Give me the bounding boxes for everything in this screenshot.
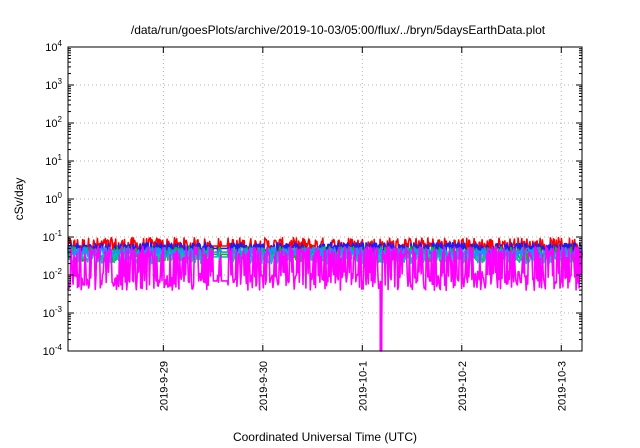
x-tick-label: 2019-10-1: [357, 361, 369, 411]
y-tick-exponent: 1: [58, 153, 63, 162]
y-tick-label: 100: [45, 191, 62, 206]
ticks: [68, 46, 582, 352]
x-tick-labels: 2019-9-29 2019-9-30 2019-10-1 2019-10-2 2019…: [158, 361, 568, 411]
y-tick-exponent: -1: [55, 229, 63, 238]
x-axis-label: Coordinated Universal Time (UTC): [233, 430, 417, 444]
x-tick-label: 2019-10-2: [457, 361, 469, 411]
y-tick-label: 10-1: [43, 229, 63, 244]
x-tick-label: 2019-9-29: [158, 361, 170, 411]
y-tick-label: 103: [45, 77, 62, 92]
y-tick-label: 104: [45, 39, 62, 54]
y-tick-exponent: 4: [58, 39, 63, 48]
y-tick-base: 10: [43, 232, 55, 244]
y-tick-base: 10: [43, 270, 55, 282]
y-tick-base: 10: [45, 80, 57, 92]
plot-area: [67, 236, 583, 352]
y-tick-base: 10: [45, 194, 57, 206]
y-axis-label: cSv/day: [12, 178, 26, 221]
y-tick-base: 10: [43, 308, 55, 320]
y-tick-label: 10-4: [43, 343, 63, 358]
y-tick-exponent: -2: [55, 267, 63, 276]
y-tick-exponent: 2: [58, 115, 63, 124]
chart-title: /data/run/goesPlots/archive/2019-10-03/0…: [131, 23, 546, 37]
y-tick-label: 10-2: [43, 267, 63, 282]
grid: [68, 47, 582, 351]
y-tick-base: 10: [45, 118, 57, 130]
series-line: [67, 245, 583, 352]
y-tick-exponent: 0: [58, 191, 63, 200]
y-tick-label: 101: [45, 153, 62, 168]
y-tick-exponent: -3: [55, 305, 63, 314]
y-tick-exponent: -4: [55, 343, 63, 352]
y-tick-label: 102: [45, 115, 62, 130]
y-tick-base: 10: [45, 42, 57, 54]
y-tick-base: 10: [43, 346, 55, 358]
y-tick-label: 10-3: [43, 305, 63, 320]
x-tick-label: 2019-10-3: [556, 361, 568, 411]
x-tick-label: 2019-9-30: [258, 361, 270, 411]
y-tick-base: 10: [45, 156, 57, 168]
y-tick-exponent: 3: [58, 77, 63, 86]
